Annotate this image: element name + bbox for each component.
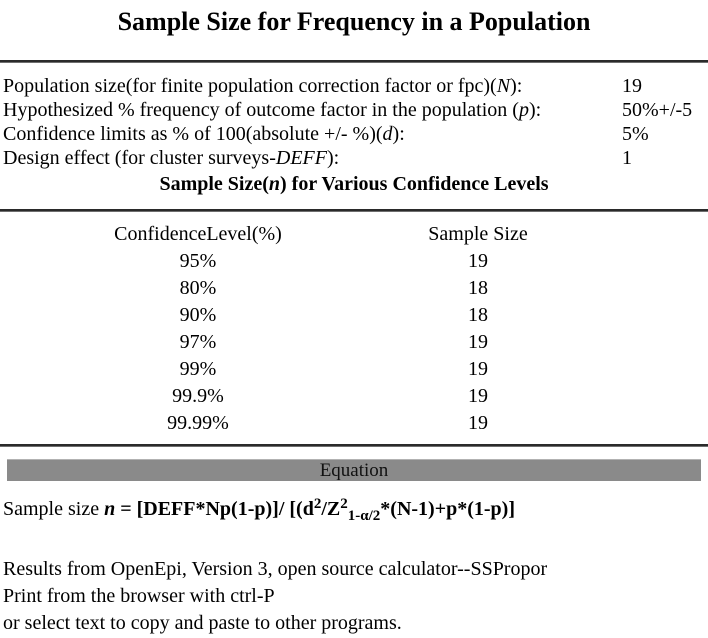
table-row: 80% 18 <box>72 275 632 302</box>
footer-notes: Results from OpenEpi, Version 3, open so… <box>3 556 708 637</box>
parameter-row-confidence-limits: Confidence limits as % of 100(absolute +… <box>0 122 708 146</box>
formula-prefix: Sample size <box>3 498 105 520</box>
confidence-level-cell: 90% <box>179 304 217 326</box>
parameter-label: Confidence limits as % of 100(absolute +… <box>3 123 405 145</box>
confidence-level-cell: 99% <box>179 358 217 380</box>
results-table: ConfidenceLevel(%) Sample Size 95% 19 80… <box>72 221 632 437</box>
table-row: 99.9% 19 <box>72 383 632 410</box>
parameter-label: Design effect (for cluster surveys-DEFF)… <box>3 147 340 169</box>
sample-size-cell: 19 <box>468 412 488 434</box>
table-row: 90% 18 <box>72 302 632 329</box>
footer-line-print-hint: Print from the browser with ctrl-P <box>3 585 275 607</box>
footer-line-copy-hint: or select text to copy and paste to othe… <box>3 612 402 634</box>
parameter-value: 50%+/-5 <box>622 99 693 121</box>
sample-size-cell: 18 <box>468 277 488 299</box>
parameter-row-design-effect: Design effect (for cluster surveys-DEFF)… <box>0 146 708 170</box>
formula-superscript: 2 <box>313 496 322 512</box>
sample-size-cell: 18 <box>468 304 488 326</box>
equation-divider <box>0 444 708 447</box>
column-header-confidence-level: ConfidenceLevel(%) <box>114 223 282 245</box>
confidence-level-cell: 99.9% <box>172 385 224 407</box>
equation-formula: Sample size n = [DEFF*Np(1-p)]/ [(d2/Z21… <box>3 496 515 524</box>
parameter-value: 5% <box>622 123 649 145</box>
parameter-label: Population size(for finite population co… <box>3 75 523 97</box>
table-row: 99% 19 <box>72 356 632 383</box>
sample-size-cell: 19 <box>468 358 488 380</box>
table-row: 99.99% 19 <box>72 410 632 437</box>
page-title: Sample Size for Frequency in a Populatio… <box>117 7 591 36</box>
confidence-level-cell: 95% <box>179 250 217 272</box>
parameter-row-hypothesized-frequency: Hypothesized % frequency of outcome fact… <box>0 98 708 122</box>
confidence-level-cell: 99.99% <box>167 412 229 434</box>
table-header-row: ConfidenceLevel(%) Sample Size <box>72 221 632 248</box>
parameter-row-population-size: Population size(for finite population co… <box>0 74 708 98</box>
column-header-sample-size: Sample Size <box>428 223 528 245</box>
confidence-level-cell: 80% <box>179 277 217 299</box>
table-row: 95% 19 <box>72 248 632 275</box>
results-table-title: Sample Size(n) for Various Confidence Le… <box>159 173 549 195</box>
parameter-value: 1 <box>622 147 632 169</box>
top-divider <box>0 60 708 63</box>
formula-n-symbol: n <box>104 498 116 520</box>
sample-size-cell: 19 <box>468 331 488 353</box>
parameter-value: 19 <box>622 75 642 97</box>
footer-line-results-source: Results from OpenEpi, Version 3, open so… <box>3 558 548 580</box>
equation-header-bar: Equation <box>7 459 701 481</box>
parameters-section: Population size(for finite population co… <box>0 74 708 170</box>
table-divider <box>0 209 708 212</box>
sample-size-cell: 19 <box>468 385 488 407</box>
parameter-label: Hypothesized % frequency of outcome fact… <box>3 99 542 121</box>
confidence-level-cell: 97% <box>179 331 217 353</box>
sample-size-cell: 19 <box>468 250 488 272</box>
formula-subscript: 1-α/2 <box>347 508 381 524</box>
formula-superscript: 2 <box>340 496 348 512</box>
table-row: 97% 19 <box>72 329 632 356</box>
